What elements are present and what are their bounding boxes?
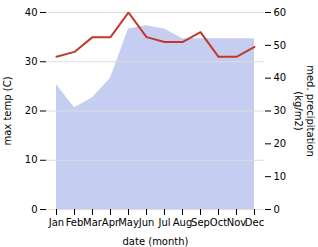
svg-text:Jul: Jul bbox=[157, 217, 170, 228]
svg-text:40: 40 bbox=[274, 72, 287, 83]
svg-text:Aug: Aug bbox=[173, 217, 193, 228]
svg-text:Dec: Dec bbox=[245, 217, 264, 228]
svg-text:10: 10 bbox=[274, 171, 287, 182]
svg-text:Apr: Apr bbox=[101, 216, 120, 228]
svg-text:Oct: Oct bbox=[210, 217, 227, 228]
svg-text:Mar: Mar bbox=[83, 217, 103, 228]
svg-text:max temp (C): max temp (C) bbox=[2, 76, 13, 145]
svg-text:40: 40 bbox=[25, 7, 38, 18]
svg-text:20: 20 bbox=[25, 105, 38, 116]
svg-text:Jun: Jun bbox=[138, 217, 155, 228]
svg-text:Nov: Nov bbox=[227, 217, 247, 228]
svg-text:50: 50 bbox=[274, 40, 287, 51]
svg-text:0: 0 bbox=[274, 204, 280, 215]
svg-text:60: 60 bbox=[274, 7, 287, 18]
svg-text:Feb: Feb bbox=[66, 217, 84, 228]
svg-text:Sep: Sep bbox=[191, 217, 210, 228]
svg-text:0: 0 bbox=[31, 204, 37, 215]
svg-text:30: 30 bbox=[25, 56, 38, 67]
svg-text:30: 30 bbox=[274, 105, 287, 116]
svg-text:Jan: Jan bbox=[48, 217, 64, 228]
svg-text:20: 20 bbox=[274, 138, 287, 149]
svg-text:May: May bbox=[118, 217, 139, 228]
svg-text:date (month): date (month) bbox=[123, 236, 189, 247]
html-text:med. precipitation (kg/m2): med. precipitation (kg/m2) bbox=[293, 64, 316, 157]
svg-text:10: 10 bbox=[25, 154, 38, 165]
